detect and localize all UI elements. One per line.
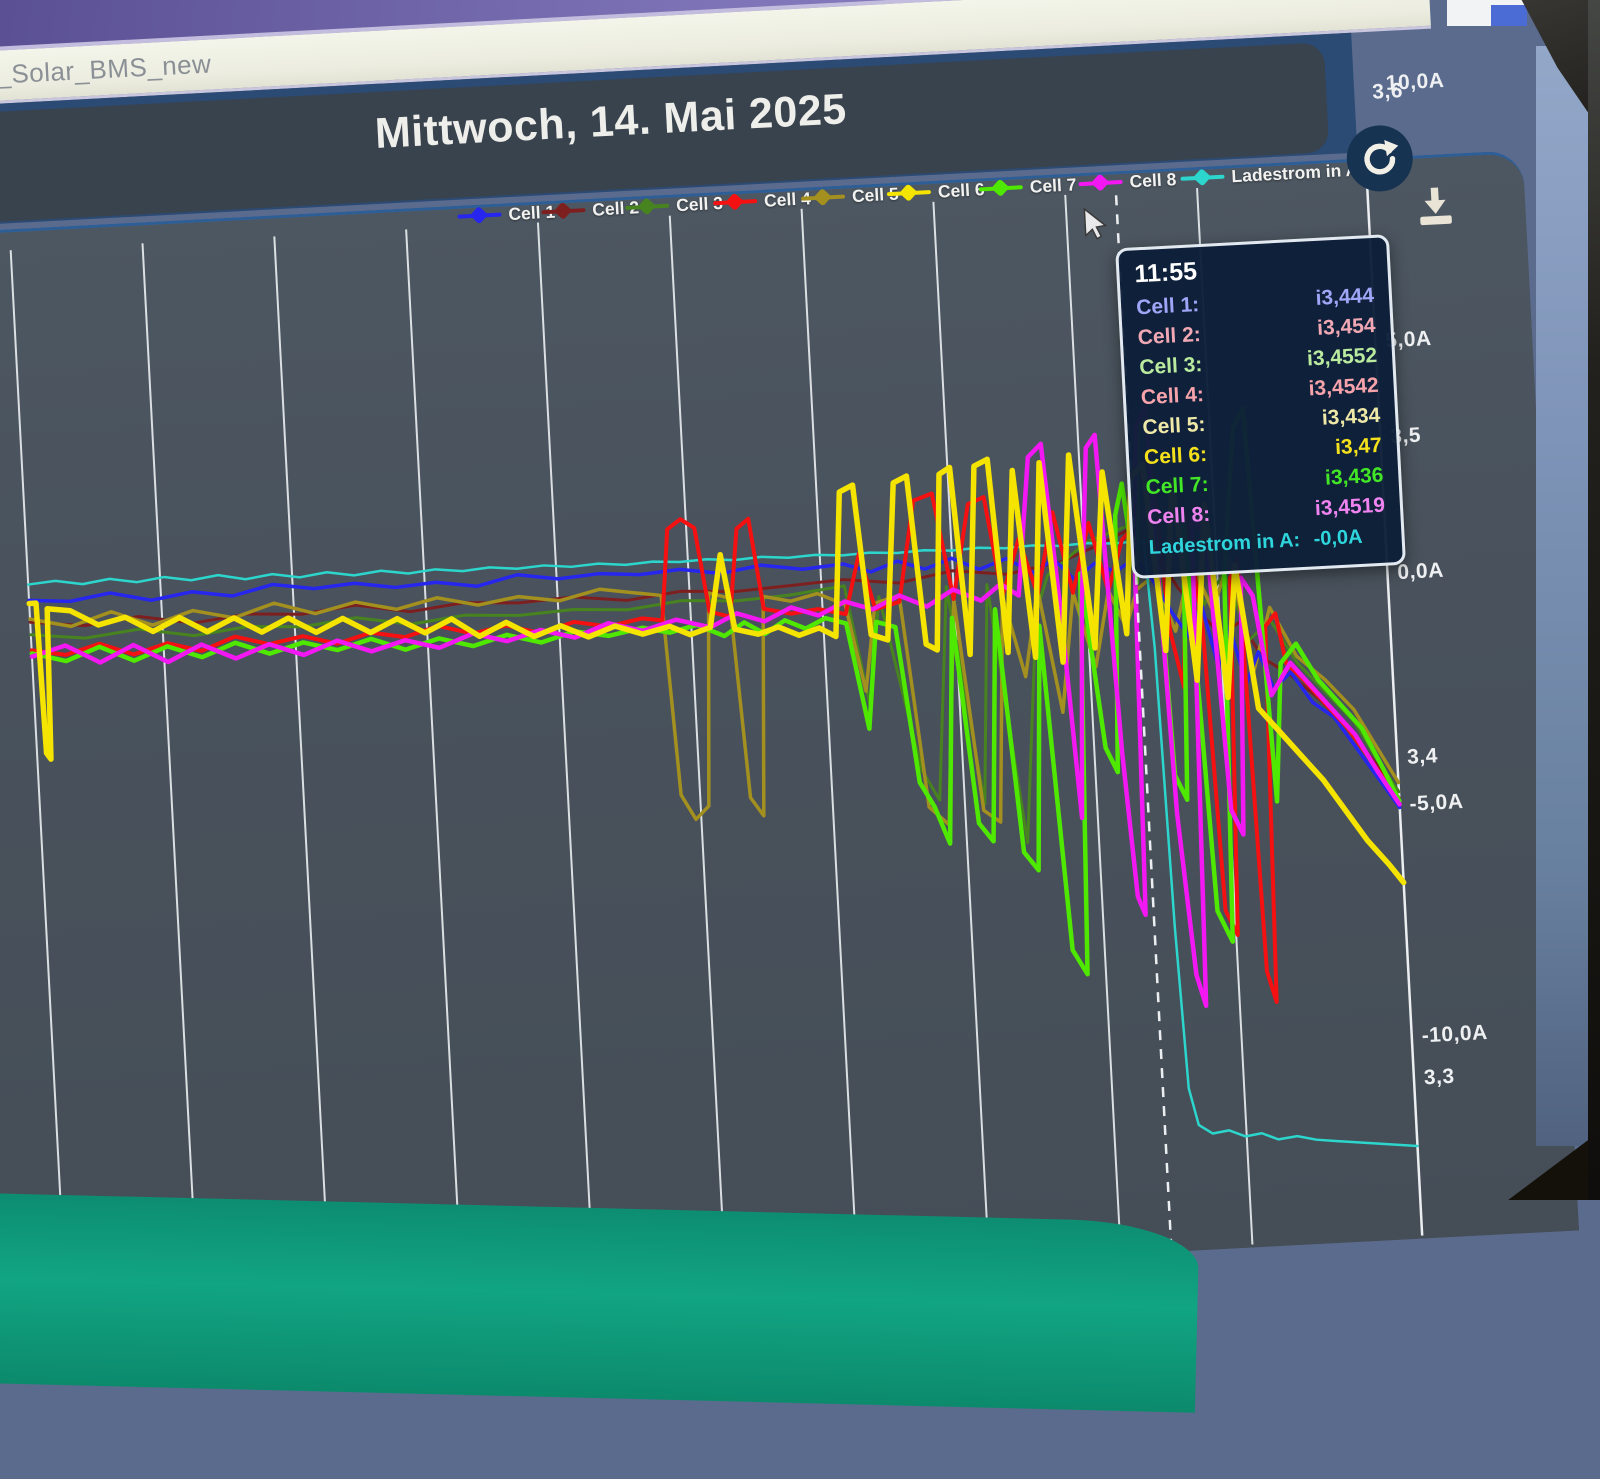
axis-tick-label: -5,0A bbox=[1408, 789, 1464, 816]
mouse-cursor-icon bbox=[1080, 207, 1112, 248]
legend-marker-icon bbox=[541, 201, 586, 220]
monitor-screen: html#001_Solar_BMS_new Mittwoch, 14. Mai… bbox=[0, 0, 1580, 1413]
legend-label: Cell 8 bbox=[1129, 168, 1177, 192]
download-arrow-icon bbox=[1420, 187, 1452, 226]
tooltip-rows: Cell 1: i3,444 Cell 2: i3,454 Cell 3: i3,4552… bbox=[1135, 281, 1386, 533]
axis-tick-label: -10,0A bbox=[1421, 1021, 1489, 1048]
legend-marker-icon bbox=[978, 178, 1023, 198]
axis-tick-label: 3,4 bbox=[1406, 744, 1439, 769]
legend-label: Cell 7 bbox=[1029, 173, 1077, 197]
refresh-arrow-icon bbox=[1364, 139, 1399, 175]
legend-marker-icon bbox=[800, 187, 846, 207]
legend-marker-icon bbox=[886, 183, 931, 202]
legend-marker-icon bbox=[625, 197, 670, 216]
bottom-taskbar bbox=[0, 1191, 1200, 1413]
monitor-bezel-right bbox=[1588, 0, 1600, 1200]
chart-tooltip: 11:55 Cell 1: i3,444 Cell 2: i3,454 Cell 3: i… bbox=[1115, 234, 1407, 579]
axis-tick-label: 10,0A bbox=[1385, 68, 1445, 95]
legend-marker-icon bbox=[457, 205, 502, 225]
screen-right-edge bbox=[1536, 46, 1592, 1146]
tooltip-footer-label: Ladestrom in A: bbox=[1148, 529, 1301, 560]
axis-tick-label: 0,0A bbox=[1396, 558, 1445, 585]
legend-marker-icon bbox=[1078, 173, 1123, 192]
browser-widget bbox=[1447, 0, 1527, 26]
legend-marker-icon bbox=[713, 192, 758, 211]
tooltip-footer-value: -0,0A bbox=[1313, 525, 1364, 551]
refresh-button[interactable] bbox=[1345, 123, 1415, 194]
browser-widget-accent bbox=[1491, 5, 1527, 26]
download-button[interactable] bbox=[1413, 185, 1457, 229]
axis-tick-label: 3,3 bbox=[1423, 1064, 1456, 1090]
legend-marker-icon bbox=[1180, 168, 1225, 187]
